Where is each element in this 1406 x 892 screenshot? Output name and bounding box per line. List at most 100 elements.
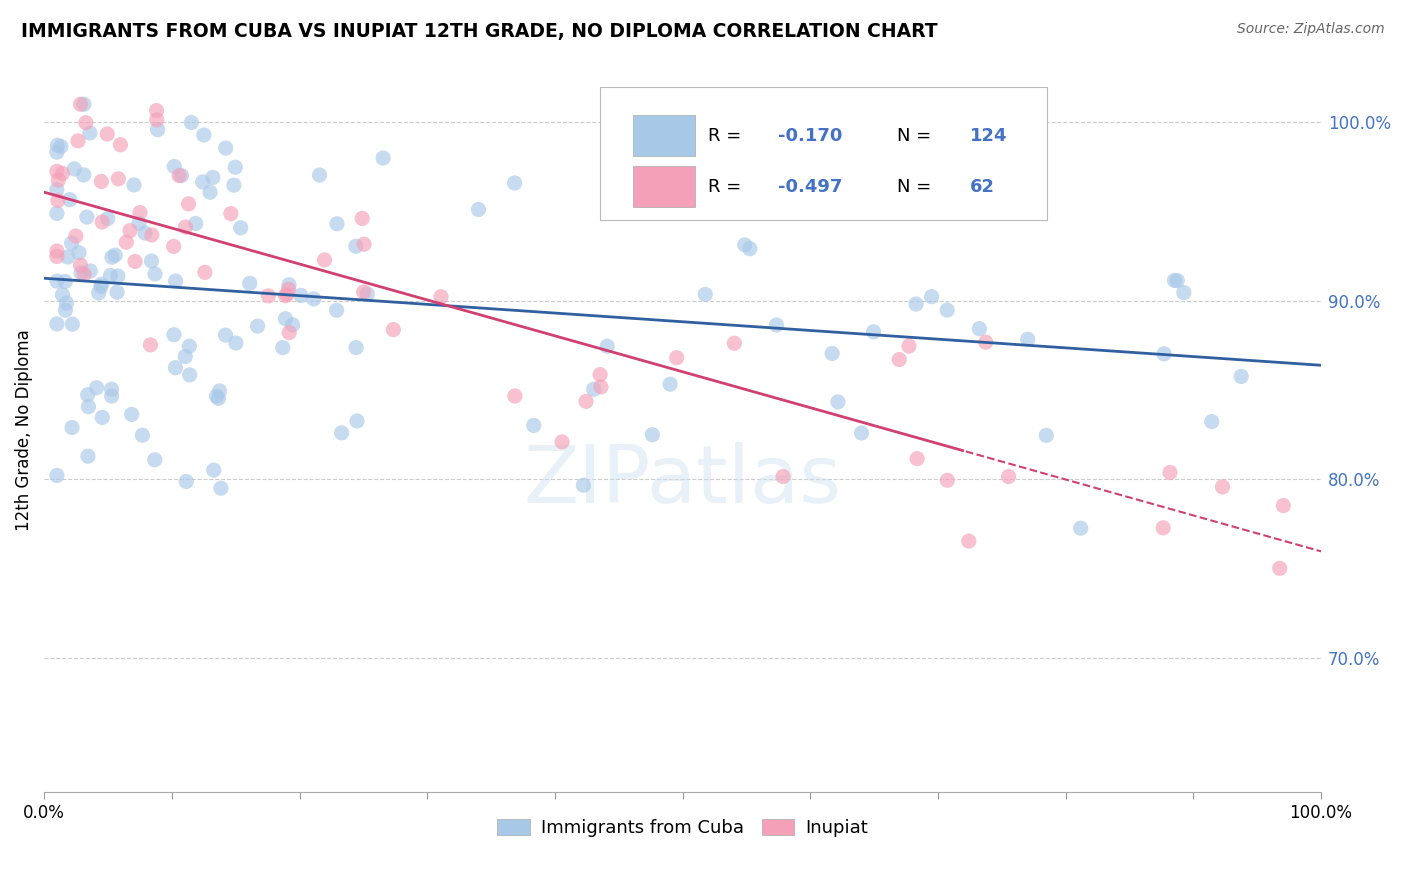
Point [45,250,67,264]
Point [100,268,122,283]
Point [51,288,73,302]
Point [90,174,112,188]
Point [131,428,153,442]
Point [69,258,91,272]
FancyBboxPatch shape [633,167,696,208]
Point [503,176,526,190]
Point [53,275,76,289]
Point [239,277,262,291]
Point [278,277,301,292]
Point [974,335,997,350]
Point [575,394,598,409]
Point [222,178,245,193]
Point [271,341,294,355]
Point [107,171,129,186]
Point [165,360,187,375]
Point [174,220,197,235]
Point [104,248,127,262]
Point [60,420,83,434]
Point [936,303,959,318]
Point [208,384,231,398]
Point [69,97,91,112]
Point [143,267,166,281]
Point [60,236,83,251]
Point [124,254,146,268]
Point [1153,347,1175,361]
Point [467,202,489,217]
Point [1035,428,1057,442]
Point [205,389,228,403]
Point [96,127,118,141]
Point [45,145,67,160]
Text: R =: R = [709,127,747,145]
Point [1166,274,1188,288]
Point [90,277,112,292]
Point [738,242,761,256]
Point [430,290,453,304]
Point [73,268,96,282]
Point [165,274,187,288]
Point [45,244,67,258]
Point [49,139,72,153]
Point [202,463,225,477]
Point [176,475,198,489]
Point [589,368,612,382]
Point [1163,273,1185,287]
Point [77,400,100,414]
Point [723,336,745,351]
Point [146,112,169,127]
Point [207,392,229,406]
Point [141,227,163,242]
Point [353,237,375,252]
Point [278,326,301,340]
Point [91,215,114,229]
Point [215,141,238,155]
Point [180,115,202,129]
Point [224,160,246,174]
Point [1272,499,1295,513]
Point [219,207,242,221]
Text: IMMIGRANTS FROM CUBA VS INUPIAT 12TH GRADE, NO DIPLOMA CORRELATION CHART: IMMIGRANTS FROM CUBA VS INUPIAT 12TH GRA… [21,22,938,41]
Point [257,289,280,303]
Point [163,239,186,253]
Point [122,178,145,192]
Point [665,351,688,365]
Point [276,287,298,301]
Text: R =: R = [709,178,747,196]
Point [1173,285,1195,300]
Point [107,268,129,283]
Point [56,250,79,264]
Point [936,473,959,487]
Point [851,425,873,440]
Point [1268,561,1291,575]
Point [145,103,167,118]
Point [201,170,224,185]
Text: -0.170: -0.170 [779,127,842,145]
Point [79,126,101,140]
Point [915,156,938,170]
Point [134,226,156,240]
Point [193,128,215,142]
Point [905,297,928,311]
Point [77,449,100,463]
Point [695,287,717,301]
Point [330,425,353,440]
Point [97,211,120,226]
FancyBboxPatch shape [633,115,696,156]
Point [353,285,375,299]
Point [118,224,141,238]
Point [101,250,124,264]
Point [827,395,849,409]
Text: 124: 124 [970,127,1007,145]
Point [969,322,991,336]
Point [862,325,884,339]
Point [66,134,89,148]
Point [65,229,87,244]
Point [139,338,162,352]
Point [55,296,77,310]
Point [889,352,911,367]
Point [314,252,336,267]
Point [146,122,169,136]
Point [45,468,67,483]
Point [73,168,96,182]
